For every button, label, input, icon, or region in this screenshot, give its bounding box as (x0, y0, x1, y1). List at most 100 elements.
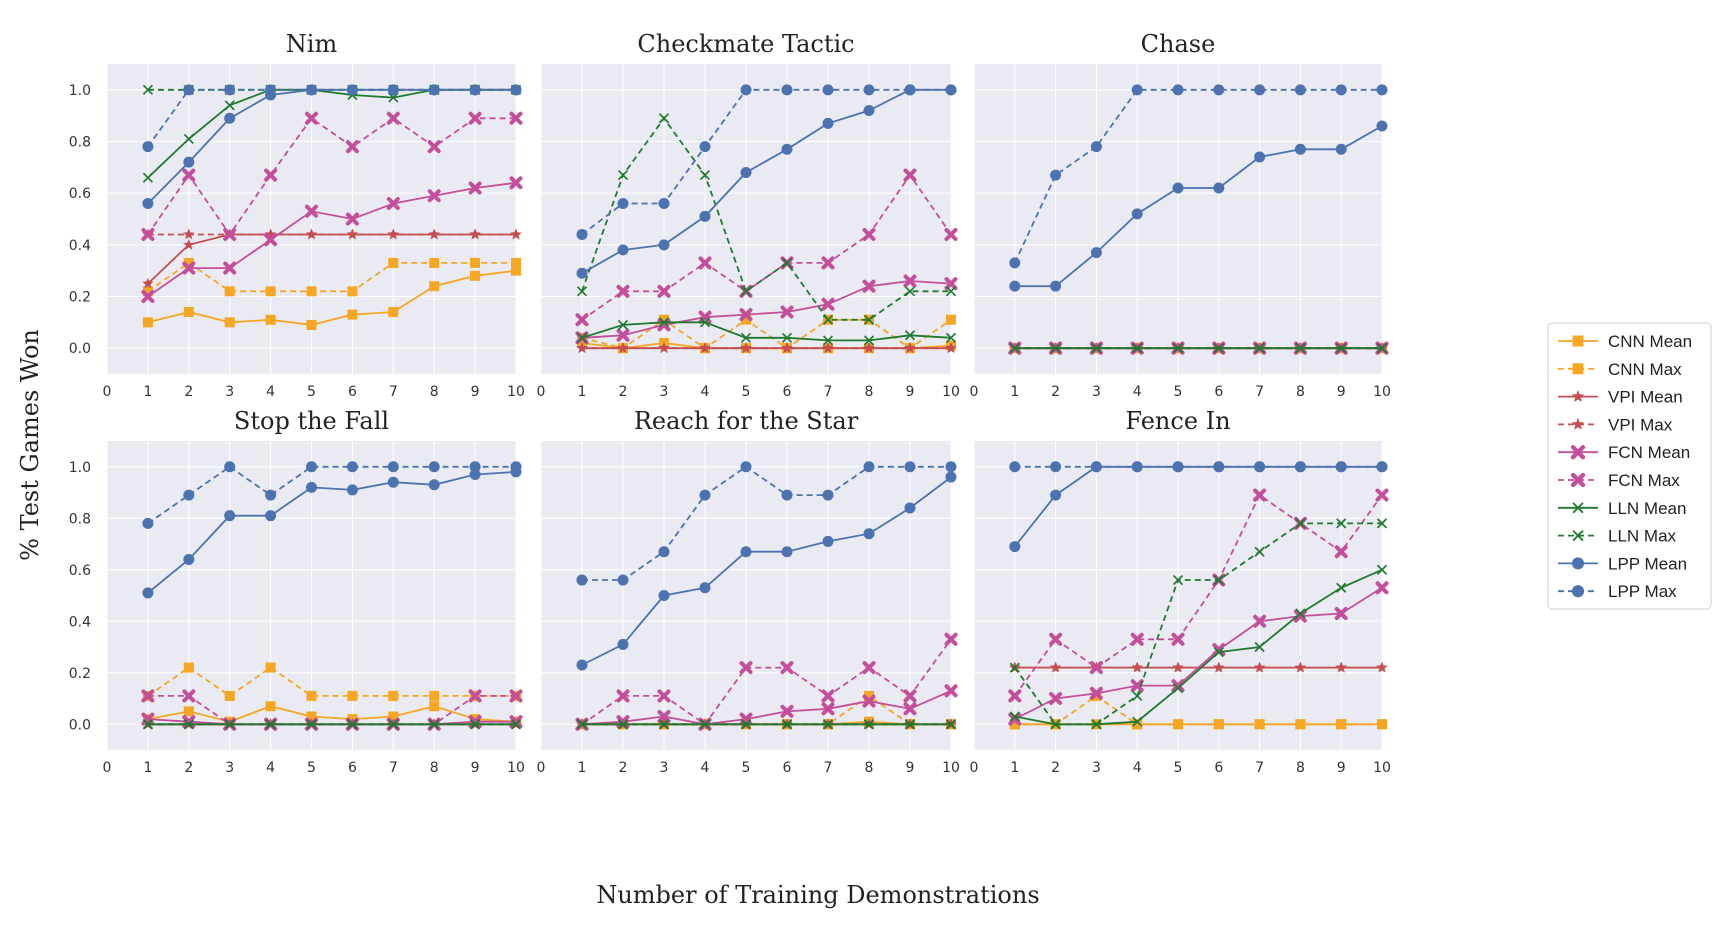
data-point (1213, 343, 1224, 354)
x-tick-label: 7 (1255, 384, 1264, 400)
x-tick-label: 9 (471, 384, 480, 400)
data-point (699, 210, 711, 222)
data-point (386, 111, 400, 125)
data-point (739, 661, 753, 675)
data-point (306, 319, 317, 330)
data-point (510, 84, 522, 96)
data-point (1376, 518, 1388, 529)
data-point (1375, 581, 1389, 595)
y-axis-label: % Test Games Won (16, 329, 44, 561)
data-point (1131, 208, 1143, 220)
series-fcn-mean (1008, 581, 1389, 726)
data-point (822, 117, 834, 129)
series-line (581, 321, 952, 342)
data-point (142, 277, 154, 289)
data-point (781, 332, 793, 343)
data-point (904, 330, 916, 341)
series-lpp-max (142, 461, 522, 529)
data-point (347, 286, 358, 297)
x-tick-label: 2 (184, 760, 193, 776)
series-lpp-mean (576, 471, 957, 671)
data-point (183, 238, 195, 250)
x-tick-label: 9 (1337, 384, 1346, 400)
legend-item-lln-mean: LLN Mean (1558, 499, 1686, 518)
data-point (387, 461, 399, 473)
x-tick-label: 6 (348, 760, 357, 776)
data-point (142, 317, 153, 328)
data-point (510, 228, 522, 240)
legend-label: LPP Mean (1608, 554, 1687, 573)
data-point (904, 84, 916, 96)
legend-label: VPI Max (1608, 415, 1673, 434)
legend-item-lpp-max: LPP Max (1558, 582, 1677, 601)
data-point (1049, 632, 1063, 646)
data-point (699, 582, 711, 594)
legend-marker (1571, 417, 1585, 430)
data-point (427, 140, 441, 154)
data-point (1295, 719, 1306, 730)
series-lln-max (1009, 343, 1388, 354)
data-point (741, 314, 751, 325)
x-tick-label: 3 (1092, 760, 1101, 776)
data-point (616, 689, 630, 703)
data-point (1172, 683, 1184, 694)
data-point (1253, 661, 1266, 673)
data-point (469, 719, 481, 730)
data-point (1295, 343, 1306, 354)
data-point (429, 257, 440, 268)
data-point (1254, 461, 1266, 473)
data-point (781, 719, 793, 730)
data-point (387, 84, 399, 96)
data-point (469, 84, 481, 96)
data-point (903, 702, 917, 716)
data-point (224, 286, 235, 297)
data-point (617, 638, 629, 650)
data-point (1254, 546, 1265, 557)
data-point (183, 553, 195, 565)
x-tick-label: 0 (970, 760, 979, 776)
y-tick-label: 0.0 (69, 341, 91, 357)
y-tick-label: 0.8 (69, 135, 91, 151)
data-point (1050, 719, 1061, 730)
legend-marker (1571, 557, 1585, 570)
data-point (305, 111, 318, 125)
data-point (1090, 461, 1102, 473)
data-point (265, 314, 276, 325)
x-tick-label: 7 (824, 760, 833, 776)
subplot-fence-in: Fence In 0 1 2 3 4 5 6 7 8 9 10 (970, 407, 1391, 776)
data-point (142, 517, 154, 529)
x-tick-label: 7 (1255, 760, 1264, 776)
y-tick-label: 0.6 (69, 563, 91, 579)
data-point (699, 719, 711, 730)
x-tick-label: 6 (1214, 760, 1223, 776)
data-point (821, 689, 835, 703)
data-point (141, 689, 155, 703)
data-point (822, 84, 834, 96)
subplot-chase: Chase 0 1 2 3 4 5 6 7 8 9 10 (970, 30, 1391, 400)
data-point (1334, 545, 1348, 559)
series-fcn-mean (141, 176, 523, 303)
data-point (183, 133, 194, 145)
series-line (147, 269, 517, 326)
data-point (182, 168, 196, 182)
data-point (1172, 343, 1184, 354)
subplot-title: Nim (286, 30, 338, 58)
data-point (224, 690, 235, 701)
legend: CNN Mean CNN Max VPI Mean VPI Max FCN Mean FC… (1547, 322, 1712, 610)
x-tick-label: 4 (1133, 384, 1142, 400)
data-point (183, 156, 195, 168)
data-point (617, 198, 629, 209)
data-point (1294, 143, 1306, 155)
data-point (428, 84, 440, 96)
data-point (740, 286, 752, 297)
x-tick-label: 5 (742, 384, 751, 400)
data-point (1089, 686, 1103, 700)
y-tick-label: 0.2 (69, 290, 91, 306)
series-line (581, 280, 952, 339)
data-point (469, 228, 481, 240)
data-point (1376, 661, 1388, 673)
data-point (1254, 343, 1265, 354)
data-point (945, 342, 957, 354)
data-point (1050, 280, 1062, 292)
